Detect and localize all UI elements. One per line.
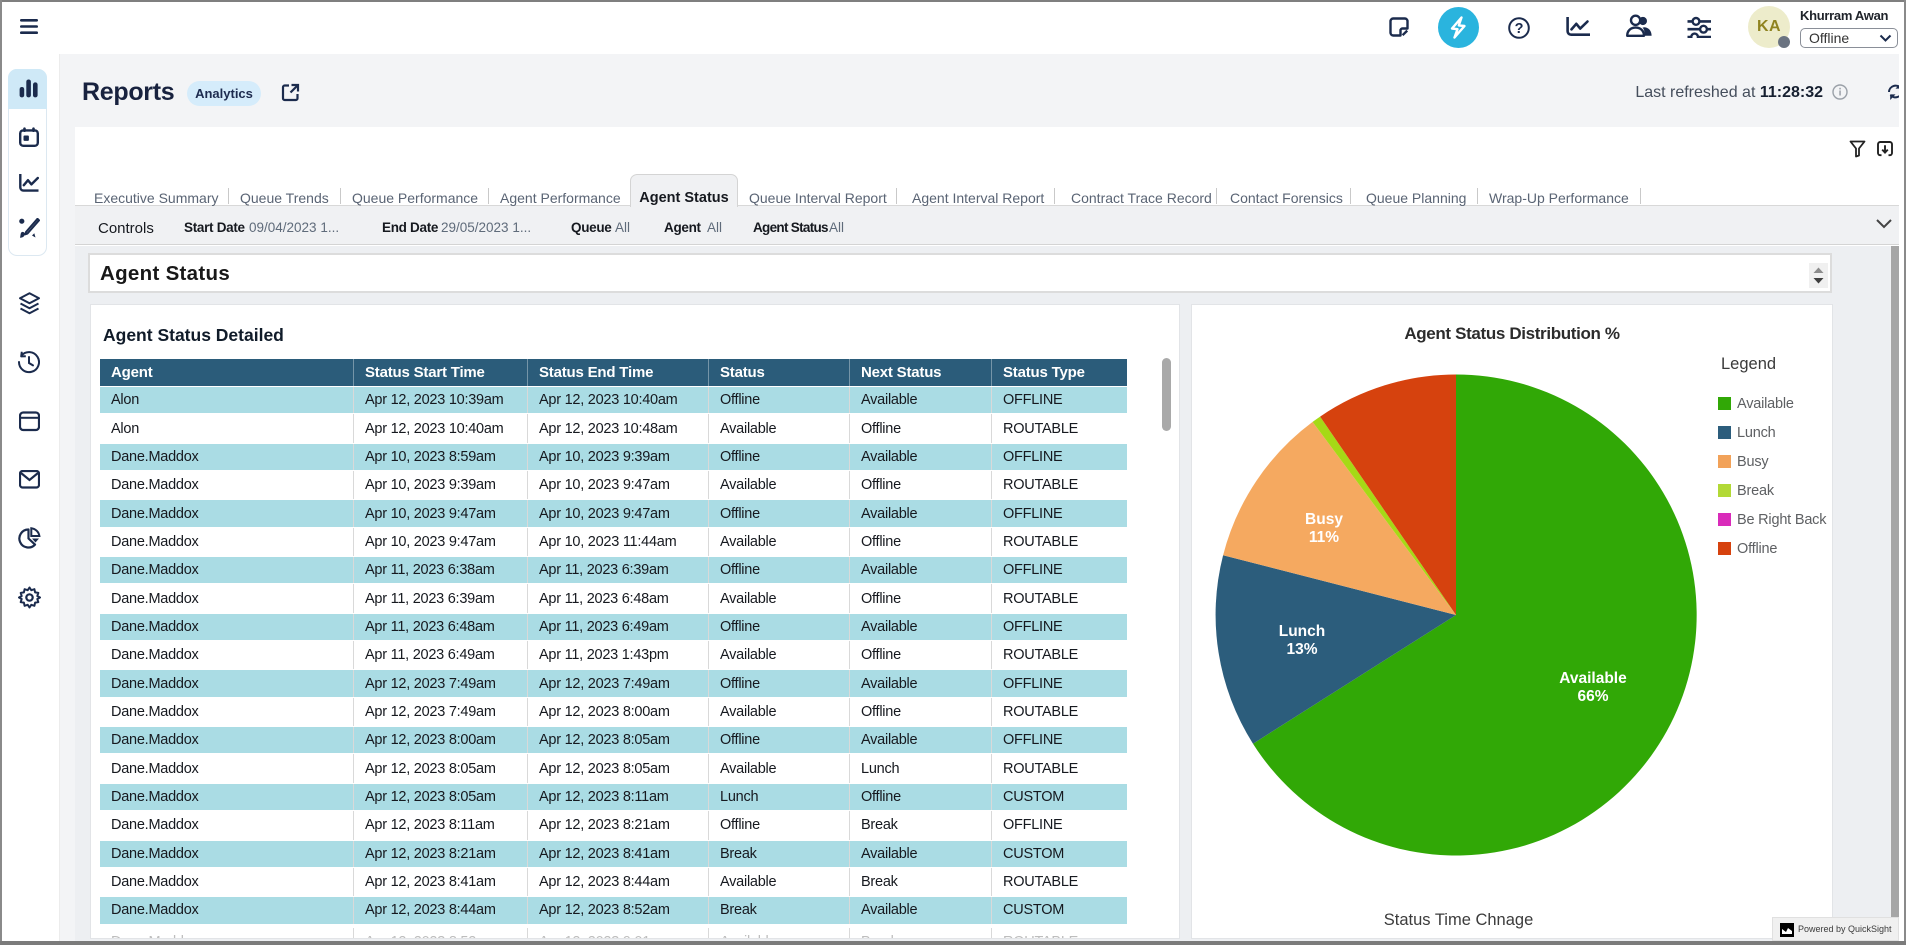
svg-text:?: ? — [1515, 21, 1524, 37]
